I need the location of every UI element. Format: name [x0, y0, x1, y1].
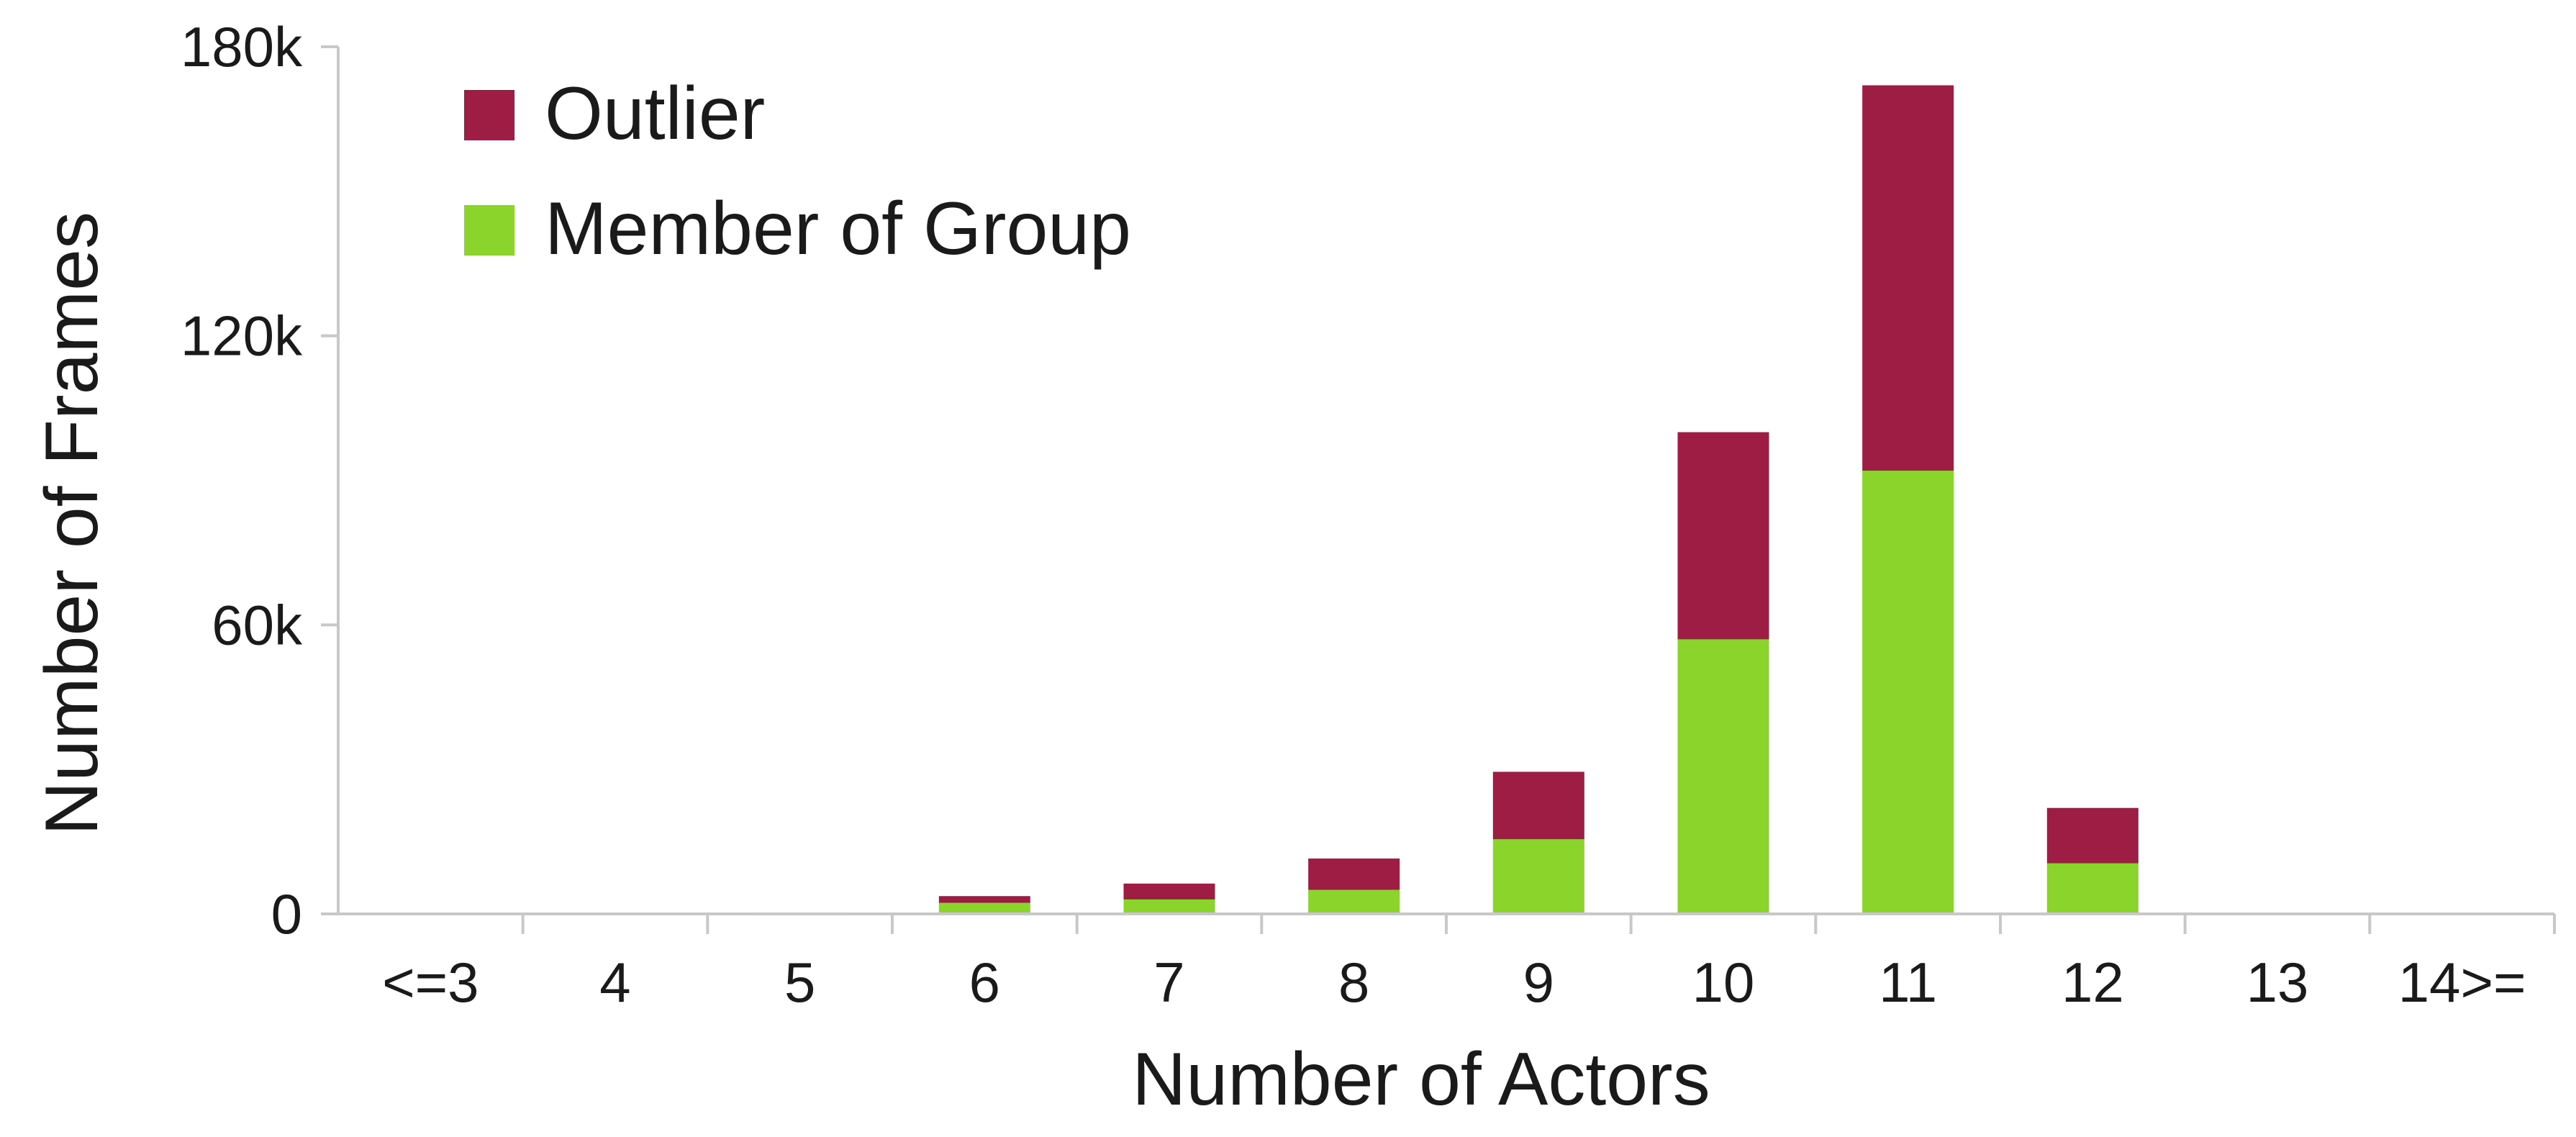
- bars-layer: [754, 85, 2323, 914]
- x-tick-label-5: 5: [784, 951, 815, 1014]
- y-tick-label-180k: 180k: [181, 15, 303, 78]
- bar-outlier-10: [1677, 432, 1769, 640]
- x-tick-label-7: 7: [1153, 951, 1184, 1014]
- axes-layer: [337, 47, 2554, 915]
- bar-member-of-group-7: [1123, 899, 1215, 914]
- labels-layer: Number of Actors Number of Frames: [30, 212, 1710, 1121]
- bar-member-of-group-11: [1862, 471, 1954, 914]
- x-tick-label-10: 10: [1692, 951, 1755, 1014]
- legend: Outlier Member of Group: [464, 72, 1131, 271]
- bar-member-of-group-12: [2046, 863, 2139, 914]
- bar-member-of-group-6: [938, 902, 1030, 914]
- bar-member-of-group-10: [1677, 639, 1769, 914]
- x-tick-label-4: 4: [599, 951, 630, 1014]
- legend-swatch-member-of-group: [464, 205, 514, 255]
- bar-outlier-9: [1492, 771, 1584, 840]
- ticks-layer: 0 60k 120k 180k <=3 4 5 6 7 8 9 10 11 12 13 14>=: [181, 15, 2556, 1014]
- x-tick-label-14: 14>=: [2398, 951, 2526, 1014]
- y-tick-label-120k: 120k: [181, 304, 303, 368]
- y-axis-title: Number of Frames: [30, 212, 114, 835]
- legend-swatch-outlier: [464, 90, 514, 140]
- x-tick-label-12: 12: [2062, 951, 2124, 1014]
- bar-outlier-11: [1862, 85, 1954, 471]
- x-tick-label-11: 11: [1879, 951, 1937, 1014]
- x-tick-label-13: 13: [2246, 951, 2309, 1014]
- y-tick-label-60k: 60k: [212, 593, 303, 656]
- y-tick-label-0: 0: [271, 882, 302, 946]
- legend-label-outlier: Outlier: [545, 72, 765, 155]
- bar-outlier-8: [1308, 859, 1400, 890]
- x-tick-label-9: 9: [1523, 951, 1554, 1014]
- bar-outlier-12: [2046, 807, 2139, 864]
- legend-label-member-of-group: Member of Group: [545, 187, 1131, 271]
- bar-member-of-group-9: [1492, 839, 1584, 914]
- x-tick-label-6: 6: [969, 951, 1000, 1014]
- bar-outlier-6: [938, 896, 1030, 903]
- x-tick-label-8: 8: [1338, 951, 1369, 1014]
- bar-member-of-group-8: [1308, 889, 1400, 914]
- x-tick-label-3: <=3: [382, 951, 479, 1014]
- bar-outlier-7: [1123, 883, 1215, 900]
- x-axis-title: Number of Actors: [1132, 1038, 1710, 1121]
